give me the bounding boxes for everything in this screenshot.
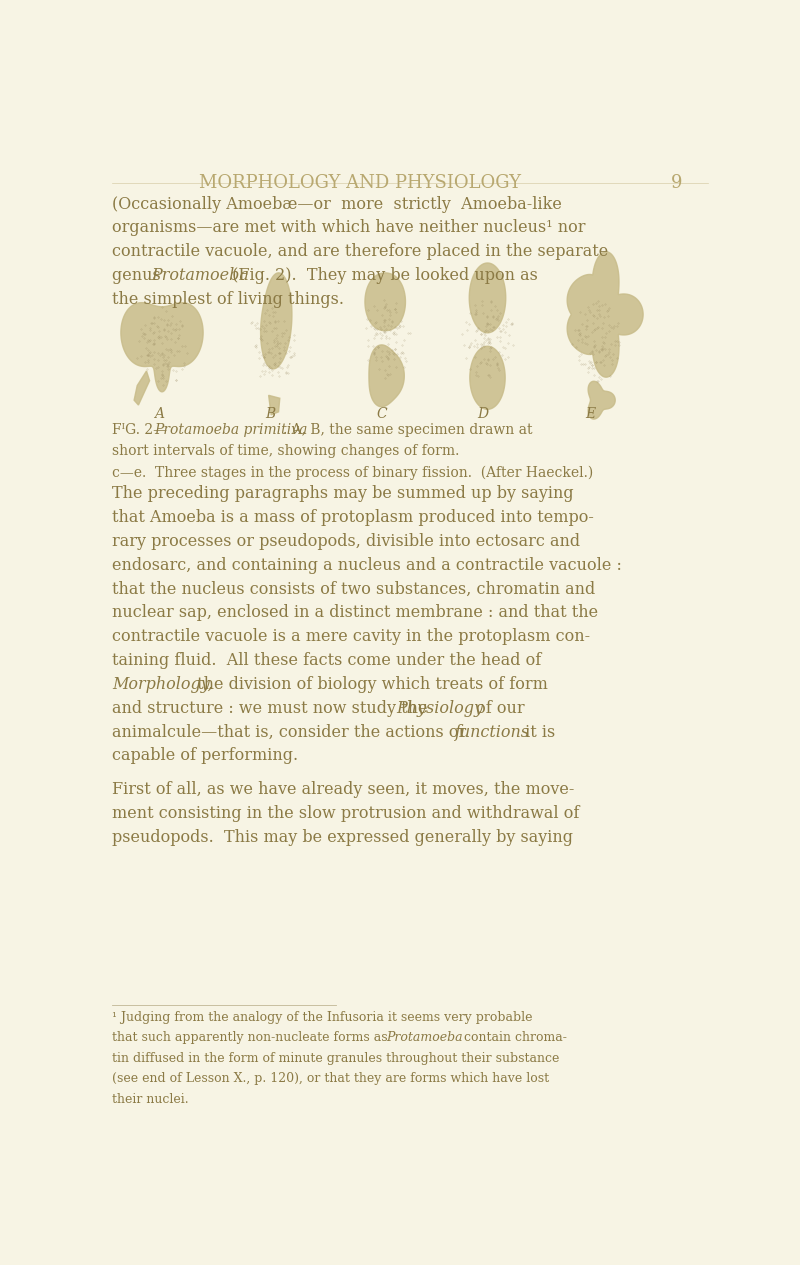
Polygon shape: [567, 252, 643, 377]
Text: First of all, as we have already seen, it moves, the move-: First of all, as we have already seen, i…: [112, 781, 574, 798]
Text: . A, B, the same specimen drawn at: . A, B, the same specimen drawn at: [283, 423, 533, 436]
Text: their nuclei.: their nuclei.: [112, 1093, 189, 1106]
Text: contractile vacuole is a mere cavity in the protoplasm con-: contractile vacuole is a mere cavity in …: [112, 629, 590, 645]
Text: functions: functions: [454, 724, 530, 740]
Text: endosarc, and containing a nucleus and a contractile vacuole :: endosarc, and containing a nucleus and a…: [112, 557, 622, 573]
Text: C: C: [377, 407, 387, 421]
Polygon shape: [365, 273, 406, 330]
Text: D: D: [478, 407, 489, 421]
Text: 9: 9: [671, 175, 682, 192]
Text: Protamoeba: Protamoeba: [386, 1031, 463, 1045]
Text: The preceding paragraphs may be summed up by saying: The preceding paragraphs may be summed u…: [112, 484, 574, 502]
Polygon shape: [121, 302, 203, 392]
Text: c—e.  Three stages in the process of binary fission.  (After Haeckel.): c—e. Three stages in the process of bina…: [112, 466, 594, 479]
Polygon shape: [470, 263, 506, 333]
Polygon shape: [261, 273, 292, 369]
Polygon shape: [588, 381, 615, 419]
Text: contractile vacuole, and are therefore placed in the separate: contractile vacuole, and are therefore p…: [112, 243, 609, 261]
Text: B: B: [266, 407, 276, 421]
Text: contain chroma-: contain chroma-: [459, 1031, 566, 1045]
Text: that such apparently non-nucleate forms as: that such apparently non-nucleate forms …: [112, 1031, 392, 1045]
Text: Physiology: Physiology: [396, 700, 483, 717]
Text: that the nucleus consists of two substances, chromatin and: that the nucleus consists of two substan…: [112, 581, 596, 597]
Text: Protamoeba: Protamoeba: [151, 267, 249, 285]
Text: rary processes or pseudopods, divisible into ectosarc and: rary processes or pseudopods, divisible …: [112, 533, 581, 550]
Text: the division of biology which treats of form: the division of biology which treats of …: [192, 676, 548, 693]
Polygon shape: [134, 371, 150, 405]
Text: A: A: [154, 407, 164, 421]
Text: MORPHOLOGY AND PHYSIOLOGY: MORPHOLOGY AND PHYSIOLOGY: [199, 175, 522, 192]
Text: the simplest of living things.: the simplest of living things.: [112, 291, 344, 309]
Text: E: E: [585, 407, 595, 421]
Text: genus: genus: [112, 267, 166, 285]
Text: Protamoeba primitiva: Protamoeba primitiva: [154, 423, 308, 436]
Text: pseudopods.  This may be expressed generally by saying: pseudopods. This may be expressed genera…: [112, 829, 574, 846]
Text: and structure : we must now study the: and structure : we must now study the: [112, 700, 433, 717]
Text: tin diffused in the form of minute granules throughout their substance: tin diffused in the form of minute granu…: [112, 1051, 560, 1065]
Text: nuclear sap, enclosed in a distinct membrane : and that the: nuclear sap, enclosed in a distinct memb…: [112, 605, 598, 621]
Text: FᴵG. 2—: FᴵG. 2—: [112, 423, 167, 436]
Text: short intervals of time, showing changes of form.: short intervals of time, showing changes…: [112, 444, 460, 458]
Text: animalcule—that is, consider the actions or: animalcule—that is, consider the actions…: [112, 724, 472, 740]
Text: organisms—are met with which have neither nucleus¹ nor: organisms—are met with which have neithe…: [112, 220, 586, 237]
Text: it is: it is: [520, 724, 556, 740]
Polygon shape: [470, 347, 505, 410]
Text: (see end of Lesson X., p. 120), or that they are forms which have lost: (see end of Lesson X., p. 120), or that …: [112, 1073, 550, 1085]
Text: (Fig. 2).  They may be looked upon as: (Fig. 2). They may be looked upon as: [227, 267, 538, 285]
Text: taining fluid.  All these facts come under the head of: taining fluid. All these facts come unde…: [112, 651, 542, 669]
Polygon shape: [269, 395, 280, 415]
Text: (Occasionally Amoebæ—or  more  strictly  Amoeba-like: (Occasionally Amoebæ—or more strictly Am…: [112, 196, 562, 213]
Text: capable of performing.: capable of performing.: [112, 748, 298, 764]
Text: ment consisting in the slow protrusion and withdrawal of: ment consisting in the slow protrusion a…: [112, 805, 580, 822]
Text: Morphology,: Morphology,: [112, 676, 213, 693]
Text: that Amoeba is a mass of protoplasm produced into tempo-: that Amoeba is a mass of protoplasm prod…: [112, 509, 594, 526]
Text: of our: of our: [470, 700, 524, 717]
Text: ¹ Judging from the analogy of the Infusoria it seems very probable: ¹ Judging from the analogy of the Infuso…: [112, 1011, 533, 1023]
Polygon shape: [369, 345, 404, 407]
